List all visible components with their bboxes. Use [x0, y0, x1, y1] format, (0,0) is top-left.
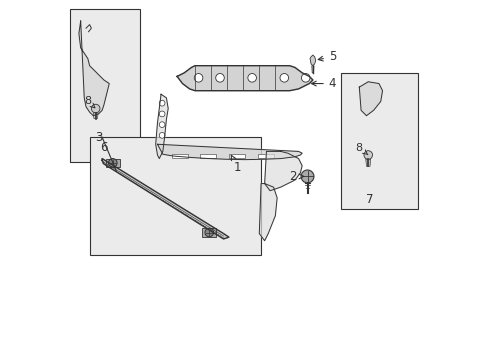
- Text: 5: 5: [318, 50, 336, 63]
- Circle shape: [159, 132, 165, 138]
- Circle shape: [159, 100, 165, 106]
- Circle shape: [194, 73, 203, 82]
- Bar: [172, 154, 188, 158]
- Bar: [342, 73, 418, 208]
- Circle shape: [216, 73, 224, 82]
- Text: 3: 3: [95, 131, 102, 144]
- Bar: [106, 158, 120, 167]
- Polygon shape: [79, 21, 109, 116]
- Circle shape: [280, 73, 289, 82]
- Polygon shape: [93, 113, 98, 118]
- Circle shape: [248, 73, 256, 82]
- Circle shape: [301, 73, 310, 82]
- Text: 8: 8: [84, 96, 95, 108]
- Text: 2: 2: [290, 170, 304, 183]
- Bar: [90, 137, 261, 255]
- Circle shape: [205, 228, 214, 237]
- Polygon shape: [310, 55, 316, 66]
- Circle shape: [159, 122, 165, 127]
- Bar: [202, 228, 217, 237]
- Polygon shape: [102, 158, 229, 239]
- Polygon shape: [366, 159, 371, 166]
- Polygon shape: [177, 66, 313, 91]
- Polygon shape: [359, 82, 383, 116]
- Bar: [229, 154, 245, 158]
- Polygon shape: [156, 94, 168, 158]
- Polygon shape: [259, 184, 277, 241]
- Circle shape: [301, 170, 314, 183]
- Text: 4: 4: [312, 77, 336, 90]
- Text: 8: 8: [356, 143, 368, 155]
- Circle shape: [92, 104, 100, 113]
- Circle shape: [364, 151, 372, 159]
- Polygon shape: [265, 152, 302, 191]
- Bar: [258, 154, 273, 158]
- Polygon shape: [157, 144, 302, 159]
- Text: 1: 1: [231, 155, 242, 174]
- Text: 6: 6: [100, 141, 108, 154]
- Bar: [200, 154, 217, 158]
- Bar: [70, 9, 140, 162]
- Circle shape: [159, 111, 165, 117]
- Polygon shape: [312, 66, 314, 73]
- Text: 7: 7: [366, 193, 373, 206]
- Circle shape: [109, 158, 117, 167]
